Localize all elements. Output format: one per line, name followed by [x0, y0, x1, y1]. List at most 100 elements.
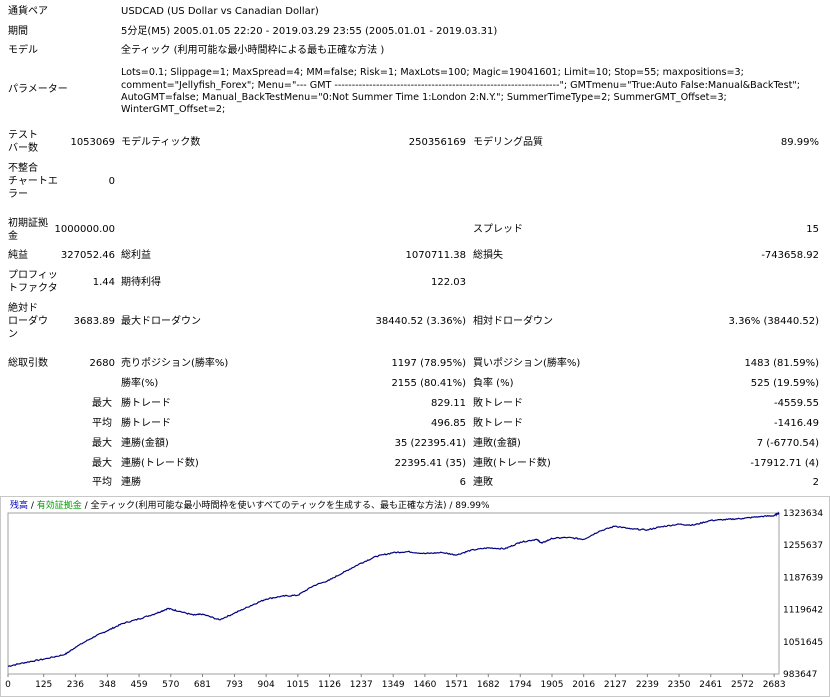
gross-profit-label: 総利益	[121, 250, 151, 261]
max-dd-value: 38440.52 (3.36%)	[375, 316, 466, 327]
avg-consec-win-label: 連勝	[121, 477, 141, 488]
x-tick-label: 2239	[636, 680, 659, 690]
gross-loss-label: 総損失	[473, 250, 503, 261]
max-consec-amount-prefix: 最大	[92, 458, 112, 469]
x-tick-label: 2127	[604, 680, 627, 690]
abs-dd-label-3: ン	[8, 329, 18, 340]
gross-profit-value: 1070711.38	[405, 250, 466, 261]
mismatch-label-3: ラー	[8, 189, 28, 200]
x-tick-label: 1682	[477, 680, 500, 690]
max-consec-profit-label: 連勝(トレード数)	[121, 458, 199, 469]
max-consec-win-label: 連勝(金額)	[121, 438, 169, 449]
avg-loss-value: -1416.49	[774, 418, 819, 429]
x-tick-label: 1905	[541, 680, 564, 690]
bars-label-2: バー数	[8, 143, 38, 154]
x-tick-label: 570	[162, 680, 179, 690]
mismatch-value: 0	[108, 176, 115, 187]
avg-consec-loss-label: 連敗	[473, 477, 493, 488]
abs-dd-value: 3683.89	[73, 316, 115, 327]
x-tick-label: 1126	[318, 680, 341, 690]
balance-chart: 残高 / 有効証拠金 / 全ティック(利用可能な最小時間枠を使いすべてのティック…	[0, 496, 830, 697]
net-value: 327052.46	[60, 250, 115, 261]
params-line-3: AutoGMT=false; Manual_BackTestMenu="0:No…	[121, 92, 727, 103]
x-tick-label: 1349	[382, 680, 405, 690]
avg-prefix: 平均	[92, 418, 112, 429]
period-label: 期間	[8, 26, 28, 37]
largest-loss-label: 敗トレード	[473, 398, 523, 409]
short-label: 売りポジション(勝率%)	[121, 358, 229, 369]
x-tick-label: 681	[194, 680, 211, 690]
avg-win-label: 勝トレード	[121, 418, 171, 429]
model-label: モデル	[8, 45, 38, 56]
ticks-label: モデルティック数	[121, 137, 201, 148]
max-consec-prefix: 最大	[92, 438, 112, 449]
rel-dd-value: 3.36% (38440.52)	[728, 316, 819, 327]
bars-label-1: テスト	[8, 130, 38, 141]
expected-value: 122.03	[431, 277, 466, 288]
largest-loss-value: -4559.55	[774, 398, 819, 409]
avg-consec-win-value: 6	[459, 477, 466, 488]
pf-label-1: プロフィッ	[8, 270, 58, 281]
win-label: 勝率(%)	[121, 378, 159, 389]
legend-part-1: /	[28, 501, 37, 511]
deposit-label-1: 初期証拠	[8, 218, 48, 229]
symbol-label: 通貨ペア	[8, 6, 48, 17]
params-label: パラメーター	[8, 84, 68, 95]
spread-label: スプレッド	[473, 224, 523, 235]
x-tick-label: 459	[130, 680, 147, 690]
expected-label: 期待利得	[121, 277, 161, 288]
pf-value: 1.44	[92, 277, 115, 288]
gross-loss-value: -743658.92	[761, 250, 819, 261]
symbol-value: USDCAD (US Dollar vs Canadian Dollar)	[121, 6, 319, 17]
params-line-2: comment="Jellyfish_Forex"; Menu="--- GMT…	[121, 80, 800, 91]
loss-value: 525 (19.59%)	[750, 378, 819, 389]
y-tick-label: 1119642	[783, 606, 823, 616]
legend-part-3: / 全ティック(利用可能な最小時間枠を使いすべてのティックを生成する、最も正確な…	[82, 499, 490, 511]
balance-line	[7, 511, 780, 667]
legend-part-2: 有効証拠金	[37, 499, 82, 511]
long-value: 1483 (81.59%)	[744, 358, 819, 369]
max-consec-win-value: 35 (22395.41)	[394, 438, 466, 449]
x-tick-label: 1571	[445, 680, 468, 690]
avg-consec-loss-value: 2	[812, 477, 819, 488]
largest-win-value: 829.11	[431, 398, 466, 409]
plot-area	[7, 512, 780, 675]
abs-dd-label-1: 絶対ド	[8, 303, 38, 314]
x-tick-label: 0	[5, 680, 11, 690]
params-line-1: Lots=0.1; Slippage=1; MaxSpread=4; MM=fa…	[121, 67, 744, 78]
x-tick-label: 2016	[572, 680, 595, 690]
mismatch-label-2: チャートエ	[8, 176, 58, 187]
max-consec-lossamt-value: -17912.71 (4)	[750, 458, 819, 469]
y-tick-label: 1187639	[783, 573, 823, 583]
mismatch-label-1: 不整合	[8, 163, 38, 174]
x-tick-label: 2683	[763, 680, 786, 690]
params-line-4: WinterGMT_Offset=2;	[121, 104, 226, 115]
x-tick-label: 793	[226, 680, 243, 690]
legend-part-0: 残高	[10, 499, 28, 511]
y-tick-label: 1255637	[783, 541, 823, 551]
avg-win-value: 496.85	[431, 418, 466, 429]
total-trades-label: 総取引数	[8, 358, 48, 369]
avg-loss-label: 敗トレード	[473, 418, 523, 429]
quality-value: 89.99%	[780, 137, 819, 148]
x-tick-label: 236	[67, 680, 84, 690]
x-tick-label: 2461	[699, 680, 722, 690]
x-tick-label: 348	[99, 680, 116, 690]
x-tick-label: 2572	[731, 680, 754, 690]
abs-dd-label-2: ローダウ	[8, 316, 48, 327]
bars-value: 1053069	[70, 137, 115, 148]
max-consec-loss-label: 連敗(金額)	[473, 438, 521, 449]
max-dd-label: 最大ドローダウン	[121, 316, 201, 327]
avg-consec-prefix: 平均	[92, 477, 112, 488]
x-tick-label: 1015	[286, 680, 309, 690]
x-tick-label: 1237	[350, 680, 373, 690]
spread-value: 15	[806, 224, 819, 235]
largest-win-label: 勝トレード	[121, 398, 171, 409]
largest-prefix: 最大	[92, 398, 112, 409]
y-tick-label: 1051645	[783, 638, 823, 648]
ticks-value: 250356169	[408, 137, 466, 148]
max-consec-profit-value: 22395.41 (35)	[394, 458, 466, 469]
y-tick-label: 983647	[783, 670, 817, 680]
max-consec-loss-value: 7 (-6770.54)	[756, 438, 819, 449]
short-value: 1197 (78.95%)	[391, 358, 466, 369]
